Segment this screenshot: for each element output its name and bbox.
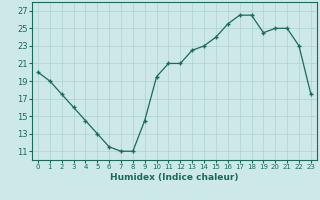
- X-axis label: Humidex (Indice chaleur): Humidex (Indice chaleur): [110, 173, 239, 182]
